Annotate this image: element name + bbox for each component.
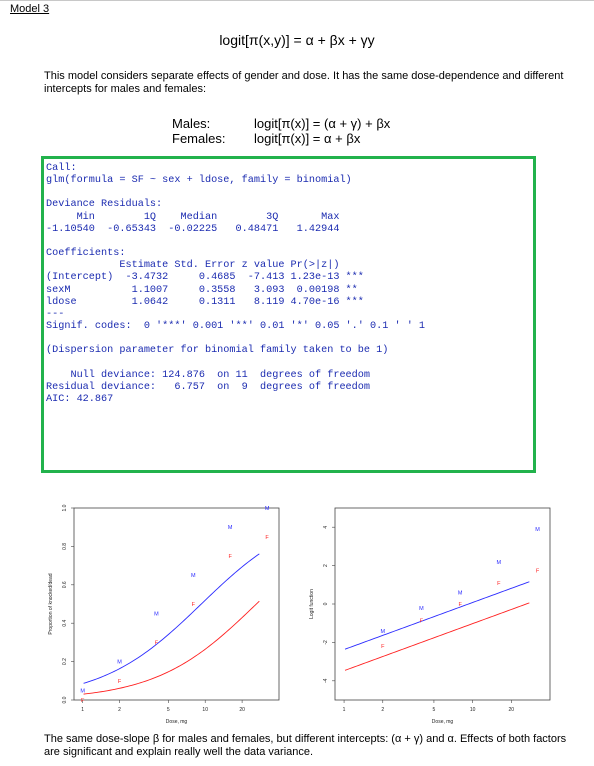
y-axis-label: Logit function <box>309 589 315 619</box>
section-header: Model 3 <box>10 3 50 15</box>
y-tick-label: 0 <box>323 602 329 605</box>
male-data-point: M <box>154 612 159 618</box>
male-data-point: M <box>80 688 85 694</box>
y-tick-label: -2 <box>323 640 329 645</box>
top-rule <box>0 0 594 1</box>
y-tick-label: -4 <box>323 678 329 683</box>
r-output-panel <box>41 156 536 473</box>
y-tick-label: 4 <box>323 526 329 529</box>
plot-frame <box>73 507 280 701</box>
female-data-point: F <box>229 554 233 560</box>
r-glm-output: Call: glm(formula = SF ~ sex + ldose, fa… <box>46 163 426 405</box>
x-tick-label: 20 <box>239 707 245 713</box>
females-fit-curve <box>83 600 260 695</box>
female-data-point: F <box>81 698 85 704</box>
male-data-point: M <box>535 527 540 533</box>
plot-frame <box>334 507 551 701</box>
female-data-point: F <box>118 679 122 685</box>
x-tick-label: 10 <box>470 707 476 713</box>
female-data-point: F <box>536 568 540 574</box>
female-data-point: F <box>497 581 501 587</box>
x-tick-label: 1 <box>343 707 346 713</box>
males-fit-curve <box>83 553 260 684</box>
female-data-point: F <box>381 644 385 650</box>
male-data-point: M <box>191 573 196 579</box>
model-formula: logit[π(x,y)] = α + βx + γy <box>219 32 375 48</box>
male-data-point: M <box>265 506 270 512</box>
males-equation: logit[π(x)] = (α + γ) + βx <box>254 116 391 131</box>
y-tick-label: 2 <box>323 564 329 567</box>
x-axis-label: Dose, mg <box>166 719 188 725</box>
y-tick-label: 0.4 <box>62 620 68 627</box>
y-tick-label: 0.6 <box>62 581 68 588</box>
x-tick-label: 5 <box>433 707 436 713</box>
x-tick-label: 1 <box>81 707 84 713</box>
logit-plot: 1 2 5 10 20 -4 -2 0 2 4 Dose, mg Logit function M M M M… <box>309 507 551 725</box>
x-tick-label: 20 <box>509 707 515 713</box>
male-data-point: M <box>380 629 385 635</box>
probability-plot: 1 2 5 10 20 0.0 0.2 0.4 0.6 0.8 1.0 Dose, mg Proport… <box>48 504 280 725</box>
female-data-point: F <box>420 618 424 624</box>
females-equation: logit[π(x)] = α + βx <box>254 131 361 146</box>
y-tick-label: 1.0 <box>62 504 68 511</box>
females-label: Females: <box>172 131 226 146</box>
female-data-point: F <box>155 640 159 646</box>
y-axis-label: Proportion of knocked/dead <box>48 573 54 634</box>
male-data-point: M <box>497 560 502 566</box>
y-tick-label: 0.8 <box>62 543 68 550</box>
male-data-point: M <box>458 590 463 596</box>
female-data-point: F <box>192 602 196 608</box>
x-axis-label: Dose, mg <box>432 719 454 725</box>
males-label: Males: <box>172 116 211 131</box>
x-tick-label: 2 <box>381 707 384 713</box>
females-fit-curve <box>344 602 530 671</box>
x-tick-label: 2 <box>118 707 121 713</box>
x-tick-label: 5 <box>167 707 170 713</box>
male-data-point: M <box>419 606 424 612</box>
figure-caption: The same dose-slope β for males and fema… <box>44 733 567 758</box>
x-tick-label: 10 <box>202 707 208 713</box>
female-data-point: F <box>265 535 269 541</box>
male-data-point: M <box>117 660 122 666</box>
female-data-point: F <box>458 602 462 608</box>
male-data-point: M <box>228 525 233 531</box>
y-tick-label: 0.0 <box>62 696 68 703</box>
males-fit-curve <box>344 581 530 650</box>
y-tick-label: 0.2 <box>62 658 68 665</box>
intro-paragraph: This model considers separate effects of… <box>44 70 564 95</box>
